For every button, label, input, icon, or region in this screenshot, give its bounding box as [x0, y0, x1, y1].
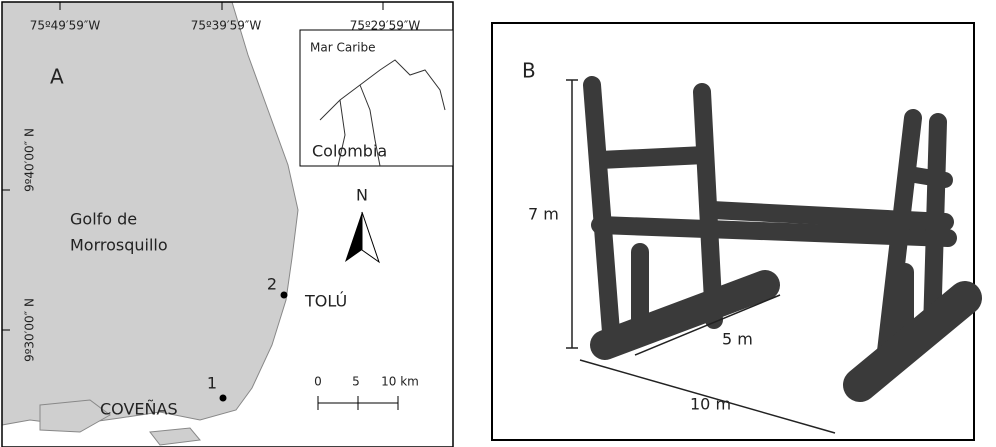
post — [583, 76, 621, 354]
dimension-label: 10 m — [690, 395, 731, 414]
post — [876, 109, 922, 369]
panel-label: A — [50, 65, 64, 89]
lon-label: 75º49′59″W — [30, 19, 101, 33]
dimension-label: 5 m — [722, 330, 753, 349]
beam — [591, 216, 957, 247]
gulf-area — [1, 1, 299, 426]
inset-sea: Mar Caribe — [310, 41, 375, 55]
post — [923, 113, 947, 339]
panel-label: B — [522, 59, 536, 83]
north-label: N — [356, 186, 368, 205]
base — [843, 281, 982, 402]
site-name: COVEÑAS — [100, 400, 178, 419]
site-dot — [280, 291, 288, 299]
dimension-line — [634, 294, 781, 356]
island — [149, 427, 201, 446]
gulf-label: Golfo de — [70, 210, 137, 229]
frame — [1, 1, 454, 447]
lat-label: 9º40′00″ N — [23, 128, 37, 192]
post — [693, 83, 723, 329]
gulf-label: Morrosquillo — [70, 236, 168, 255]
inset-frame — [299, 29, 454, 167]
base — [590, 270, 780, 360]
dimension-label: 7 m — [528, 205, 559, 224]
lon-label: 75º29′59″W — [350, 19, 421, 33]
site-number: 1 — [207, 374, 217, 393]
site-number: 2 — [267, 275, 277, 294]
inset-coast — [319, 59, 446, 167]
site-name: TOLÚ — [304, 292, 347, 311]
panel-b: B 7 m 5 m 10 m — [491, 22, 982, 441]
beam — [591, 146, 714, 169]
peninsula — [39, 399, 111, 433]
site-dot — [219, 394, 227, 402]
panel-a: 75º49′59″W 75º39′59″W 75º29′59″W 9º40′00… — [1, 1, 454, 447]
north-arrow — [361, 211, 380, 264]
lon-label: 75º39′59″W — [191, 19, 262, 33]
scale-label: 10 km — [381, 375, 419, 389]
inset-country: Colombia — [312, 142, 387, 161]
scale-label: 5 — [352, 375, 360, 389]
scale-bar: 0 5 10 km — [314, 375, 419, 410]
dimension-line — [579, 359, 836, 434]
north-arrow — [345, 212, 362, 262]
lat-label: 9º30′00″ N — [23, 298, 37, 362]
scale-label: 0 — [314, 375, 322, 389]
